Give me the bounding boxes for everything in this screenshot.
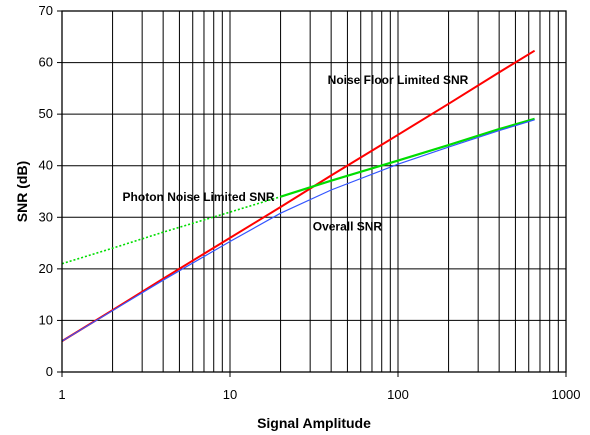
- x-tick-label: 1: [58, 387, 65, 402]
- annotation-label: Noise Floor Limited SNR: [328, 73, 469, 87]
- y-axis-title: SNR (dB): [14, 161, 30, 222]
- x-tick-label: 100: [387, 387, 409, 402]
- y-tick-label: 40: [39, 158, 53, 173]
- y-tick-label: 20: [39, 261, 53, 276]
- annotation-label: Overall SNR: [313, 220, 383, 234]
- x-axis-title: Signal Amplitude: [257, 415, 371, 431]
- series-line-photon-noise-limited-snr-dotted: [61, 195, 281, 265]
- annotation-label: Photon Noise Limited SNR: [123, 190, 275, 204]
- y-tick-label: 70: [39, 3, 53, 18]
- x-tick-label: 10: [223, 387, 237, 402]
- y-tick-label: 10: [39, 312, 53, 327]
- series-line-overall-snr: [61, 119, 535, 342]
- series-line-noise-floor-limited-snr: [61, 49, 536, 342]
- annotations: Noise Floor Limited SNR Photon Noise Limi…: [123, 73, 469, 233]
- plot-area-frame: [61, 10, 567, 373]
- series-layer: [61, 49, 536, 342]
- series-line-photon-noise-limited-snr: [280, 117, 535, 198]
- tick-labels: 0 10 20 30 40 50 60 70 1 10 100 1000: [39, 3, 581, 402]
- grid-lines: [62, 11, 566, 372]
- y-tick-label: 30: [39, 209, 53, 224]
- y-tick-label: 50: [39, 106, 53, 121]
- y-tick-label: 0: [46, 364, 53, 379]
- x-tick-label: 1000: [552, 387, 581, 402]
- y-tick-label: 60: [39, 55, 53, 70]
